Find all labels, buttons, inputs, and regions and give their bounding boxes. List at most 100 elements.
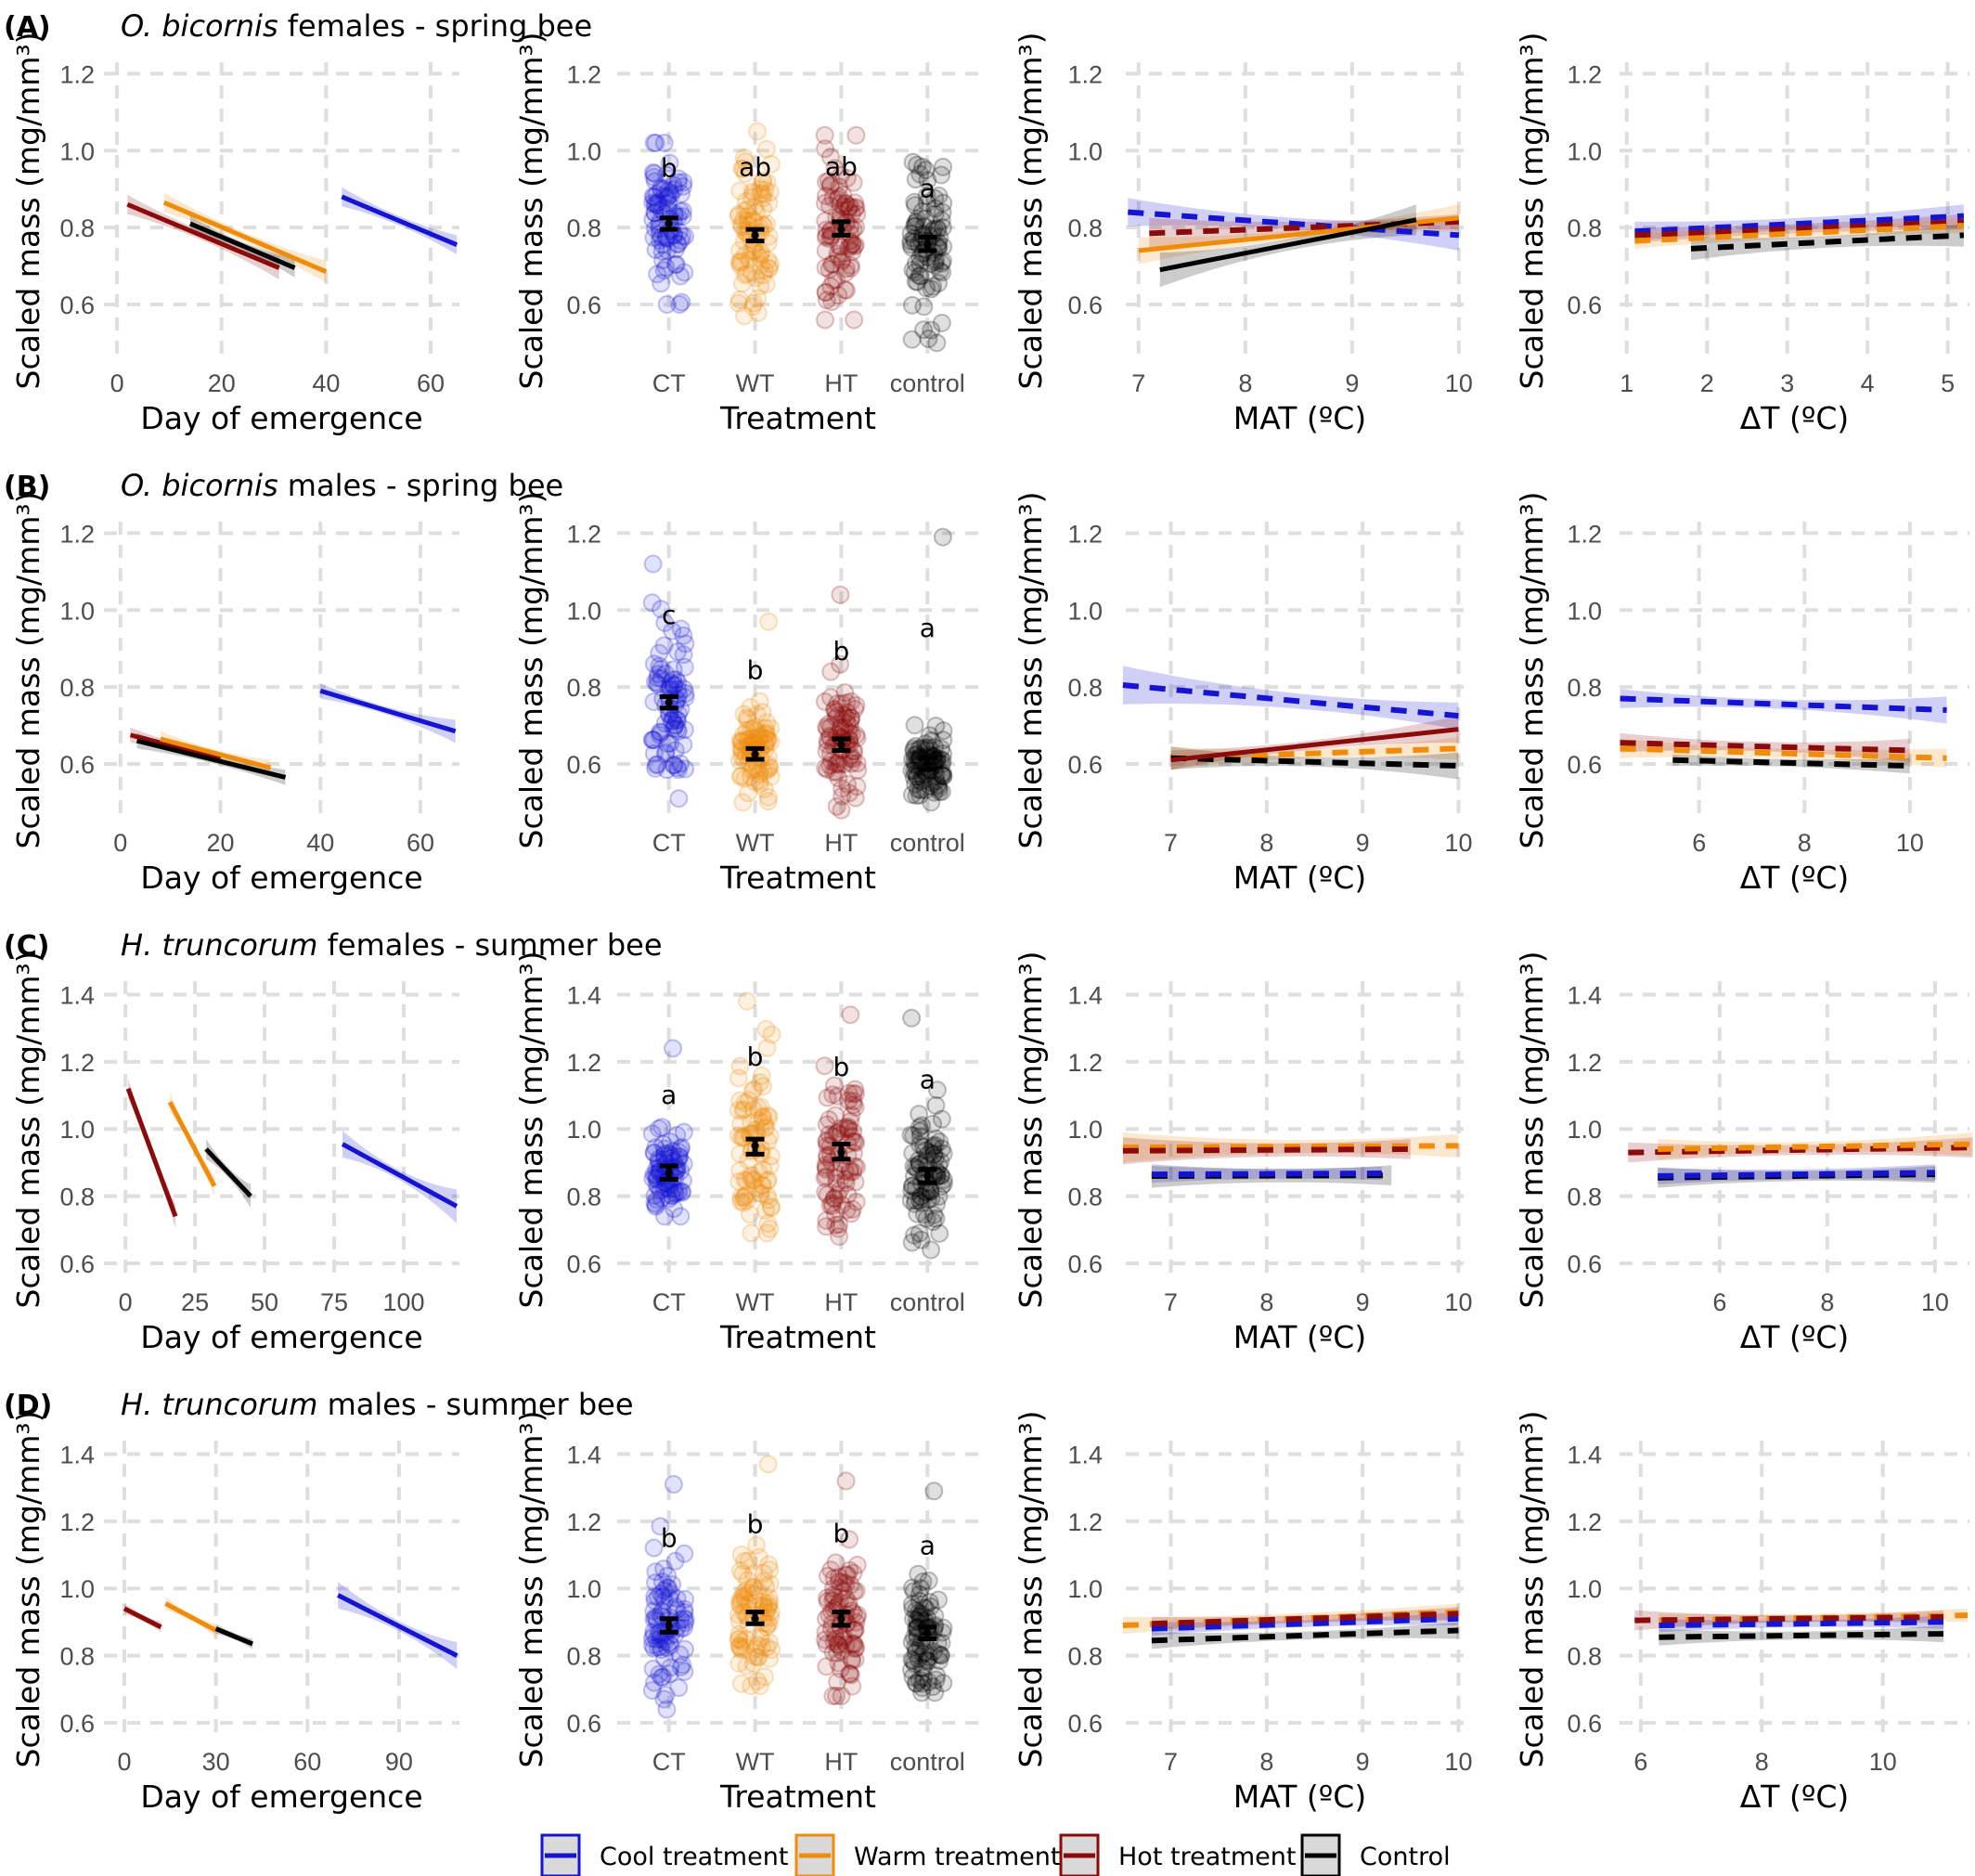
data-point bbox=[645, 1573, 665, 1593]
x-tick-label: 6 bbox=[1692, 829, 1706, 857]
data-point bbox=[928, 775, 948, 795]
data-point bbox=[933, 1623, 952, 1642]
data-point bbox=[848, 1605, 868, 1624]
data-point bbox=[647, 194, 666, 213]
data-point bbox=[735, 1586, 755, 1606]
data-point bbox=[932, 1109, 951, 1129]
data-point bbox=[755, 780, 774, 799]
data-point bbox=[918, 171, 937, 190]
data-point bbox=[923, 1145, 943, 1165]
data-point bbox=[835, 1118, 855, 1137]
y-tick-label: 1.2 bbox=[1067, 520, 1103, 548]
data-point bbox=[844, 1095, 863, 1115]
data-point bbox=[831, 195, 850, 214]
data-point bbox=[755, 216, 774, 236]
data-point bbox=[934, 157, 953, 176]
data-point bbox=[840, 1530, 859, 1549]
data-point bbox=[836, 259, 856, 278]
data-point bbox=[932, 765, 951, 784]
x-tick-label: 9 bbox=[1356, 1748, 1370, 1776]
data-point bbox=[833, 1627, 852, 1647]
x-tick-label: 30 bbox=[202, 1748, 230, 1776]
data-point bbox=[741, 697, 760, 717]
data-point bbox=[827, 1687, 846, 1706]
data-point bbox=[729, 1126, 748, 1145]
data-point bbox=[750, 692, 769, 711]
data-point bbox=[743, 297, 763, 317]
data-point bbox=[902, 238, 922, 257]
data-point bbox=[841, 692, 860, 711]
data-point bbox=[830, 1181, 849, 1200]
data-point bbox=[914, 1598, 934, 1617]
data-point bbox=[650, 1664, 669, 1684]
x-tick-label: 1 bbox=[1620, 369, 1633, 397]
data-point bbox=[654, 261, 674, 280]
y-tick-label: 0.8 bbox=[59, 1643, 95, 1671]
data-point bbox=[841, 255, 860, 275]
legend-item-control: Control bbox=[1300, 1833, 1451, 1876]
data-point bbox=[910, 254, 930, 274]
data-point bbox=[672, 292, 691, 312]
data-point bbox=[834, 705, 854, 725]
data-point bbox=[652, 1118, 672, 1137]
data-point bbox=[760, 1588, 780, 1608]
data-point bbox=[644, 1143, 664, 1162]
data-point bbox=[675, 1662, 694, 1681]
data-point bbox=[816, 241, 835, 261]
significance-letter: a bbox=[920, 1531, 936, 1561]
data-point bbox=[901, 231, 921, 251]
trend-line-warm-treatment bbox=[162, 200, 328, 275]
data-point bbox=[649, 1149, 668, 1169]
data-point bbox=[815, 310, 834, 330]
data-point bbox=[648, 755, 667, 774]
data-point bbox=[655, 1591, 675, 1611]
data-point bbox=[756, 1117, 776, 1136]
y-tick-label: 1.2 bbox=[566, 1049, 601, 1077]
data-point bbox=[818, 1566, 837, 1585]
data-point bbox=[652, 251, 672, 270]
data-point bbox=[830, 177, 849, 197]
data-point bbox=[932, 755, 951, 774]
data-point bbox=[760, 259, 780, 278]
data-point bbox=[671, 619, 691, 639]
data-point bbox=[739, 1583, 758, 1602]
trend-line-cool-treatment bbox=[1620, 695, 1947, 713]
group-wt: b bbox=[729, 1455, 781, 1696]
data-point bbox=[931, 1152, 950, 1171]
data-point bbox=[729, 1068, 748, 1088]
x-tick-label: 90 bbox=[385, 1748, 413, 1776]
legend: Cool treatment Warm treatment Hot treatmen… bbox=[540, 1833, 1451, 1876]
trend-line-control bbox=[1170, 755, 1459, 770]
data-point bbox=[905, 192, 924, 212]
y-tick-label: 1.0 bbox=[566, 597, 601, 625]
data-point bbox=[755, 261, 775, 280]
data-point bbox=[735, 152, 755, 172]
data-point bbox=[644, 1144, 664, 1163]
data-point bbox=[818, 1185, 837, 1205]
data-point bbox=[818, 1591, 837, 1611]
data-point bbox=[847, 1158, 867, 1177]
x-tick-label: CT bbox=[652, 1288, 686, 1316]
y-tick-label: 1.0 bbox=[59, 137, 95, 165]
data-point bbox=[743, 1564, 763, 1584]
data-point bbox=[817, 1657, 836, 1676]
data-point bbox=[828, 705, 847, 725]
y-tick-label: 1.0 bbox=[566, 1116, 601, 1144]
data-point bbox=[841, 1112, 860, 1132]
data-point bbox=[668, 721, 688, 741]
y-tick-label: 0.6 bbox=[566, 1250, 601, 1278]
y-tick-label: 0.8 bbox=[1067, 1184, 1103, 1211]
data-point bbox=[925, 188, 945, 208]
data-point bbox=[671, 754, 691, 773]
data-point bbox=[756, 723, 776, 743]
data-point bbox=[846, 1581, 866, 1600]
data-point bbox=[845, 310, 864, 330]
group-ht: ab bbox=[815, 125, 867, 330]
data-point bbox=[908, 1204, 927, 1223]
y-tick-label: 1.4 bbox=[566, 981, 601, 1009]
data-point bbox=[742, 182, 762, 201]
data-point bbox=[663, 1574, 682, 1594]
data-point bbox=[647, 673, 666, 692]
trend-line-control bbox=[1690, 232, 1965, 252]
data-point bbox=[921, 1143, 940, 1162]
